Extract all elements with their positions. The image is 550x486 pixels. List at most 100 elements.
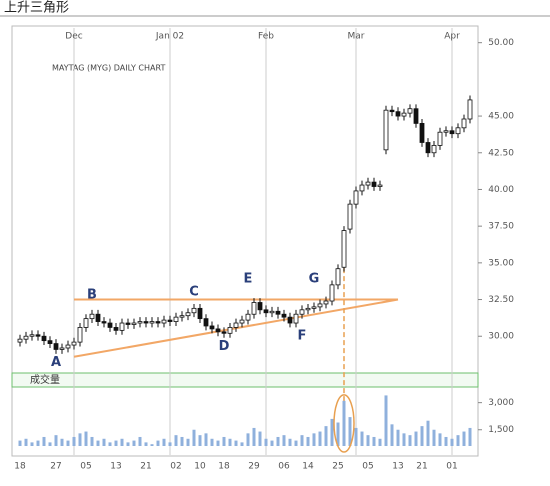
volume-tick-label: 3,000 <box>488 398 514 408</box>
volume-bar <box>456 435 460 446</box>
candle-body <box>59 347 65 350</box>
volume-bar <box>276 436 280 446</box>
y-tick-label: 35.00 <box>488 258 514 268</box>
volume-bar <box>138 436 142 446</box>
volume-bar <box>198 435 202 446</box>
volume-bar <box>468 427 472 446</box>
x-tick-label: 13 <box>392 462 403 472</box>
volume-bar <box>18 440 22 446</box>
candle-body <box>107 322 113 328</box>
candle-body <box>185 312 191 317</box>
volume-bar <box>288 438 292 446</box>
candle-body <box>215 328 221 333</box>
candle-body <box>323 300 329 305</box>
volume-bar <box>264 438 268 446</box>
annotation: C <box>189 285 199 300</box>
candle-body <box>467 99 473 120</box>
volume-bar <box>114 440 118 446</box>
annotation: E <box>244 271 253 286</box>
candle-body <box>179 315 185 318</box>
candle-body <box>143 321 149 324</box>
volume-bar <box>336 422 340 446</box>
month-label: Apr <box>444 32 460 42</box>
volume-bar <box>222 436 226 446</box>
volume-bar <box>366 435 370 446</box>
candle-body <box>455 127 461 135</box>
candle-body <box>371 181 377 187</box>
volume-bar <box>258 431 262 446</box>
candle-body <box>155 321 161 324</box>
candle-body <box>461 118 467 129</box>
x-tick-label: 29 <box>248 462 260 472</box>
volume-bar <box>66 440 70 446</box>
x-tick-label: 18 <box>14 462 26 472</box>
volume-bar <box>324 426 328 446</box>
candle-body <box>113 327 119 331</box>
candle-body <box>149 321 155 324</box>
candle-body <box>65 344 71 349</box>
volume-bar <box>300 435 304 446</box>
volume-bar <box>270 440 274 446</box>
volume-bar <box>180 436 184 446</box>
volume-bar <box>360 431 364 446</box>
chart-title: 上升三角形 <box>4 1 69 16</box>
volume-bar <box>120 438 124 446</box>
x-tick-label: 10 <box>194 462 206 472</box>
candle-body <box>305 307 311 311</box>
volume-bar <box>234 440 238 446</box>
candle-body <box>341 230 347 268</box>
candle-body <box>197 307 203 320</box>
annotation: D <box>219 339 230 354</box>
candle-body <box>257 302 263 311</box>
annotation: A <box>51 355 61 370</box>
candle-body <box>233 322 239 328</box>
candle-body <box>119 322 125 331</box>
volume-bar <box>420 426 424 446</box>
x-tick-label: 21 <box>140 462 151 472</box>
candle-body <box>125 322 131 325</box>
volume-bar <box>396 429 400 446</box>
candle-body <box>35 334 41 337</box>
candle-body <box>407 108 413 114</box>
candle-body <box>359 184 365 192</box>
candle-body <box>209 325 215 330</box>
volume-bar <box>444 436 448 446</box>
volume-bar <box>438 433 442 446</box>
candle-body <box>401 112 407 117</box>
candle-body <box>173 316 179 322</box>
candle-body <box>167 319 173 322</box>
volume-bar <box>156 440 160 446</box>
volume-bar <box>228 438 232 446</box>
candle-body <box>329 284 335 302</box>
x-tick-label: 13 <box>110 462 121 472</box>
annotation: G <box>309 271 320 286</box>
candle-body <box>227 327 233 334</box>
volume-bar <box>306 436 310 446</box>
volume-bar <box>462 431 466 446</box>
candle-body <box>299 309 305 315</box>
month-label: Mar <box>348 32 365 42</box>
volume-bar <box>348 417 352 446</box>
volume-bar <box>354 427 358 446</box>
x-tick-label: 27 <box>50 462 61 472</box>
candle-body <box>101 321 107 324</box>
volume-bar <box>108 442 112 446</box>
volume-bar <box>282 435 286 446</box>
volume-band <box>11 372 479 388</box>
volume-bar <box>432 429 436 446</box>
volume-bar <box>168 442 172 446</box>
candle-body <box>23 335 29 340</box>
candle-body <box>413 108 419 124</box>
candle-body <box>365 181 371 186</box>
volume-bar <box>378 438 382 446</box>
candle-body <box>131 322 137 325</box>
candle-body <box>443 130 449 133</box>
volume-bar <box>408 435 412 446</box>
volume-bar <box>342 400 346 446</box>
volume-bar <box>384 395 388 446</box>
candle-body <box>71 341 77 346</box>
volume-bar <box>84 431 88 446</box>
candle-body <box>17 338 23 343</box>
volume-bar <box>78 433 82 446</box>
volume-bar <box>210 438 214 446</box>
